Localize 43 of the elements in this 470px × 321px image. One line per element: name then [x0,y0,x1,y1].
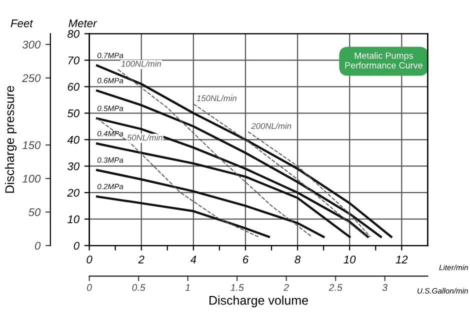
y2-axis-title: Discharge pressure [4,86,17,193]
series-label: 200NL/min [251,122,292,129]
x-tick-label: 10 [344,256,356,264]
x2-tick-label: 2.5 [328,284,342,291]
x2-tick-label: 3 [382,284,388,291]
x-axis-title: Discharge volume [210,296,308,308]
line-series [96,90,382,238]
text: Feet [10,20,34,28]
x2-tick-label: 1.5 [230,284,244,291]
y-tick-label: 30 [67,162,80,170]
x-tick-label: 6 [243,256,249,264]
x-tick-label: 12 [396,256,408,264]
y-tick-label: 50 [67,109,80,118]
y2-tick-label: 250 [22,74,41,82]
text: Meter [68,20,98,28]
line-series [96,168,325,238]
y-tick-label: 20 [67,188,80,197]
line-series [96,195,270,238]
x-tick-label: 8 [294,256,301,264]
x2-tick-label: 0.5 [132,284,146,291]
x2-tick-label: 2 [284,284,289,291]
line-series [96,142,351,238]
x-tick-label: 4 [190,256,196,264]
x2-tick-label: 0 [87,284,92,291]
y-tick-label: 80 [68,30,80,38]
series-label: 50NL/min [127,134,162,141]
annotation: Metalic Pumps Performance Curve [345,52,422,69]
y-tick-label: 70 [68,56,80,64]
y2-tick-label: 100 [22,174,41,183]
series-label: 100NL/min [121,60,161,67]
series-label: 150NL/min [196,95,236,102]
y2-tick-label: 0 [34,242,41,250]
y2-tick-label: 300 [22,40,41,49]
x-tick-label: 0 [86,256,92,264]
y2-tick-label: 50 [28,208,41,216]
y-tick-label: 60 [68,82,80,91]
line-series [96,117,369,238]
x2-tick-label: 1 [185,284,190,291]
y-tick-label: 40 [67,136,80,144]
y2-tick-label: 150 [22,141,41,150]
x-tick-label: 2 [138,256,144,264]
y-tick-label: 0 [74,242,80,250]
y-tick-label: 10 [68,215,80,224]
